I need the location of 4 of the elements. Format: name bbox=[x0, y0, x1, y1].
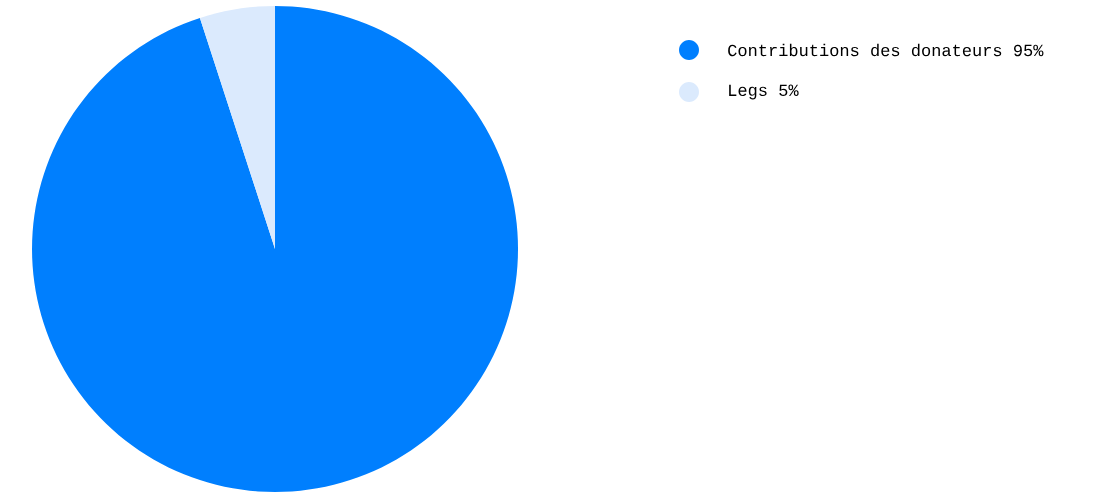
data-label: 5% bbox=[779, 84, 799, 97]
data-label: 95% bbox=[1014, 44, 1044, 57]
legend-label: Contributions des donateurs bbox=[728, 43, 1002, 57]
legend-label: Legs bbox=[729, 84, 767, 100]
